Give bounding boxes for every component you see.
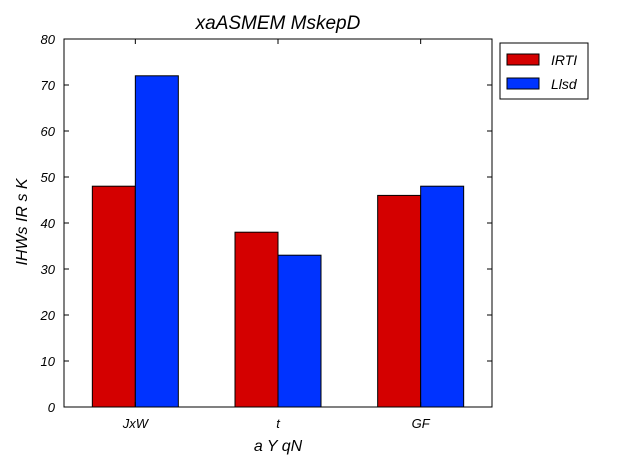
y-tick-label: 50 — [41, 170, 56, 185]
y-tick-label: 30 — [41, 262, 56, 277]
y-tick-label: 70 — [41, 78, 56, 93]
y-tick-label: 0 — [48, 400, 56, 415]
bar-llsd-jxw — [135, 76, 178, 407]
bar-irti-t — [235, 232, 278, 407]
bar-llsd-t — [278, 255, 321, 407]
x-tick-label: t — [276, 416, 281, 431]
y-axis-label: IHWs IR s K — [14, 177, 31, 265]
y-tick-label: 40 — [41, 216, 56, 231]
bar-llsd-gf — [421, 186, 464, 407]
y-tick-label: 80 — [41, 32, 56, 47]
bar-irti-gf — [378, 195, 421, 407]
x-tick-label: JxW — [122, 416, 150, 431]
bar-irti-jxw — [92, 186, 135, 407]
chart-title: xaASMEM MskepD — [195, 13, 361, 34]
y-tick-label: 10 — [41, 354, 56, 369]
legend-swatch-llsd — [507, 78, 539, 89]
y-tick-label: 20 — [40, 308, 56, 323]
x-tick-label: GF — [412, 416, 431, 431]
x-axis-label: a Y qN — [254, 438, 303, 455]
legend-label-irti: IRTI — [551, 52, 577, 68]
plot-area: JxW t GF 0 10 20 30 40 50 60 70 80 — [40, 32, 492, 431]
legend-label-llsd: Llsd — [551, 76, 578, 92]
legend-swatch-irti — [507, 54, 539, 65]
y-tick-label: 60 — [41, 124, 56, 139]
legend: IRTI Llsd — [500, 43, 588, 99]
